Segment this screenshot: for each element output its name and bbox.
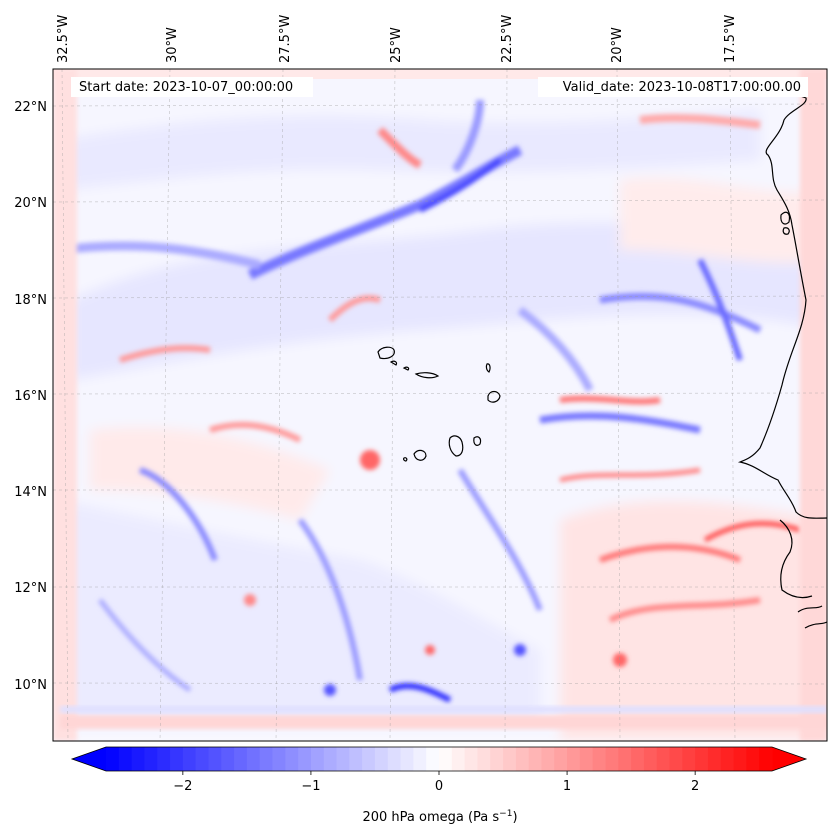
colorbar-step bbox=[195, 747, 210, 771]
colorbar-tick-label: 2 bbox=[691, 779, 699, 794]
colorbar-step bbox=[707, 747, 722, 771]
colorbar-step bbox=[362, 747, 376, 771]
colorbar-step bbox=[426, 747, 440, 771]
colorbar-step bbox=[554, 747, 568, 771]
gridlines bbox=[53, 69, 827, 741]
latitude-axis: 22°N 20°N 18°N 16°N 14°N 12°N 10°N bbox=[14, 100, 47, 693]
start-date-box bbox=[71, 77, 313, 97]
map-panel: Start date: 2023-10-07_00:00:00 Valid_da… bbox=[14, 15, 828, 742]
colorbar-step bbox=[720, 747, 735, 771]
lat-tick-label: 18°N bbox=[14, 293, 47, 308]
colorbar-step bbox=[106, 747, 120, 771]
lon-tick-label: 32.5°W bbox=[56, 15, 71, 63]
colorbar-tick-label: −1 bbox=[301, 779, 320, 794]
colorbar-step bbox=[182, 747, 197, 771]
colorbar-step bbox=[208, 747, 222, 771]
lon-tick-label: 22.5°W bbox=[500, 15, 515, 63]
colorbar-tick-label: 1 bbox=[563, 779, 571, 794]
colorbar-step bbox=[374, 747, 389, 771]
colorbar-step bbox=[528, 747, 543, 771]
colorbar-step bbox=[439, 747, 453, 771]
colorbar-gradient bbox=[72, 747, 806, 771]
lat-tick-label: 14°N bbox=[14, 485, 47, 500]
colorbar-tick-label: 0 bbox=[435, 779, 443, 794]
colorbar-outline bbox=[70, 746, 808, 772]
colorbar-step bbox=[567, 747, 581, 771]
gridline bbox=[275, 69, 284, 741]
islands bbox=[377, 346, 501, 462]
colorbar-step bbox=[387, 747, 402, 771]
colorbar-step bbox=[246, 747, 261, 771]
longitude-axis: 32.5°W 30°W 27.5°W 25°W 22.5°W 20°W 17.5… bbox=[56, 15, 738, 63]
colorbar-step bbox=[669, 747, 683, 771]
lat-tick-label: 16°N bbox=[14, 389, 47, 404]
lon-tick-label: 30°W bbox=[165, 27, 180, 63]
colorbar-step bbox=[631, 747, 645, 771]
colorbar-step bbox=[656, 747, 671, 771]
colorbar-step bbox=[643, 747, 658, 771]
colorbar-step bbox=[605, 747, 619, 771]
colorbar-step bbox=[451, 747, 466, 771]
gridline bbox=[389, 69, 396, 741]
colorbar-step bbox=[259, 747, 274, 771]
lon-tick-label: 27.5°W bbox=[278, 15, 293, 63]
colorbar-step bbox=[298, 747, 312, 771]
colorbar-step bbox=[131, 747, 146, 771]
lon-tick-label: 25°W bbox=[389, 27, 404, 63]
colorbar-step bbox=[234, 747, 248, 771]
valid-date-box bbox=[538, 77, 808, 97]
omega-field bbox=[53, 69, 827, 741]
colorbar: −2 −1 0 1 2 200 hPa omega (Pa s−1) bbox=[70, 746, 808, 825]
colorbar-step bbox=[272, 747, 286, 771]
map-frame bbox=[52, 68, 828, 742]
colorbar-step bbox=[759, 747, 773, 771]
colorbar-step bbox=[323, 747, 338, 771]
colorbar-step bbox=[400, 747, 414, 771]
colorbar-step bbox=[579, 747, 594, 771]
colorbar-step bbox=[682, 747, 696, 771]
colorbar-tick-label: −2 bbox=[173, 779, 192, 794]
colorbar-ticks: −2 −1 0 1 2 bbox=[173, 771, 699, 794]
lon-tick-label: 17.5°W bbox=[723, 15, 738, 63]
colorbar-step bbox=[221, 747, 235, 771]
colorbar-step bbox=[144, 747, 158, 771]
coastline bbox=[737, 81, 827, 629]
gridline bbox=[504, 69, 508, 741]
colorbar-step bbox=[515, 747, 530, 771]
lat-tick-label: 10°N bbox=[14, 678, 47, 693]
colorbar-step bbox=[733, 747, 747, 771]
lat-tick-label: 12°N bbox=[14, 581, 47, 596]
colorbar-step bbox=[118, 747, 133, 771]
gridline bbox=[159, 69, 171, 741]
colorbar-step bbox=[413, 747, 427, 771]
gridline bbox=[616, 69, 621, 741]
lat-tick-label: 22°N bbox=[14, 100, 47, 115]
colorbar-step bbox=[310, 747, 325, 771]
gridline bbox=[61, 69, 69, 741]
colorbar-step bbox=[592, 747, 607, 771]
colorbar-extension bbox=[72, 747, 106, 771]
colorbar-label: 200 hPa omega (Pa s−1) bbox=[362, 809, 517, 825]
colorbar-step bbox=[336, 747, 350, 771]
colorbar-step bbox=[285, 747, 299, 771]
colorbar-step bbox=[503, 747, 517, 771]
colorbar-step bbox=[157, 747, 171, 771]
colorbar-step bbox=[746, 747, 760, 771]
colorbar-step bbox=[490, 747, 504, 771]
colorbar-step bbox=[618, 747, 632, 771]
gridline bbox=[729, 69, 736, 741]
colorbar-step bbox=[464, 747, 479, 771]
lat-tick-label: 20°N bbox=[14, 196, 47, 211]
colorbar-step bbox=[695, 747, 709, 771]
start-date-label: Start date: 2023-10-07_00:00:00 bbox=[79, 80, 293, 95]
colorbar-step bbox=[477, 747, 491, 771]
lon-tick-label: 20°W bbox=[610, 27, 625, 63]
colorbar-step bbox=[170, 747, 184, 771]
colorbar-extension bbox=[772, 747, 806, 771]
valid-date-label: Valid_date: 2023-10-08T17:00:00.00 bbox=[563, 80, 801, 95]
colorbar-step bbox=[349, 747, 363, 771]
colorbar-step bbox=[541, 747, 555, 771]
